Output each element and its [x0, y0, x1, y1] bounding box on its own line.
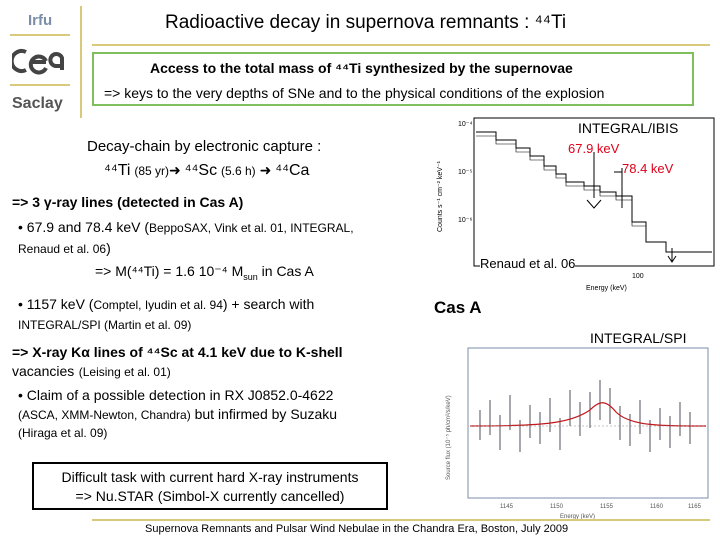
source-label: Cas A [434, 298, 482, 317]
bullet-citation: (ASCA, XMM-Newton, Chandra) [18, 408, 191, 422]
svg-text:Energy (keV): Energy (keV) [560, 514, 595, 520]
svg-text:10⁻⁵: 10⁻⁵ [458, 169, 472, 176]
svg-text:1165: 1165 [688, 504, 702, 510]
key-point-line2: => keys to the very depths of SNe and to… [104, 85, 605, 101]
key-point-box [92, 52, 694, 106]
divider-footer [92, 519, 710, 521]
mass-text: => M(⁴⁴Ti) = 1.6 10⁻⁴ M [95, 263, 244, 279]
chain-sc-halflife: (5.6 h) [220, 164, 256, 178]
svg-text:Energy (keV): Energy (keV) [586, 285, 627, 292]
decay-chain: ⁴⁴Ti (85 yr)➜ ⁴⁴Sc (5.6 h) ➜ ⁴⁴Ca [104, 162, 309, 180]
ibis-label: INTEGRAL/IBIS [578, 120, 679, 136]
svg-text:1150: 1150 [550, 504, 564, 510]
bullet-text: ) + search with [222, 296, 315, 312]
arrow-icon: ➜ [169, 162, 181, 178]
svg-text:Counts s⁻¹ cm⁻² keV⁻¹: Counts s⁻¹ cm⁻² keV⁻¹ [437, 160, 444, 232]
svg-text:Source flux (10⁻⁵ ph/cm²/s/keV: Source flux (10⁻⁵ ph/cm²/s/keV) [445, 395, 452, 480]
bullet-citation: Renaud et al. 06 [18, 242, 107, 256]
bullet-text: • 67.9 and 78.4 keV ( [18, 219, 149, 235]
svg-text:100: 100 [632, 273, 644, 280]
chain-ti: ⁴⁴Ti [104, 162, 131, 179]
chain-sc: ⁴⁴Sc [184, 162, 218, 179]
xray-citation: (Leising et al. 01) [78, 365, 171, 379]
divider-mid-left [10, 84, 70, 86]
cea-logo-icon [12, 49, 64, 75]
svg-text:1155: 1155 [600, 504, 614, 510]
spi-label: INTEGRAL/SPI [590, 330, 687, 346]
conclusion-line1: Difficult task with current hard X-ray i… [61, 469, 359, 485]
bullet-citation: Comptel, Iyudin et al. 94 [93, 298, 223, 312]
decay-heading: Decay-chain by electronic capture : [87, 138, 322, 155]
conclusion-box: Difficult task with current hard X-ray i… [32, 462, 388, 510]
xray-bullet: • Claim of a possible detection in RX J0… [18, 386, 438, 442]
xray-heading-text: => X-ray Kα lines of ⁴⁴Sc at 4.1 keV due… [12, 344, 343, 360]
footer-text: Supernova Remnants and Pulsar Wind Nebul… [145, 523, 569, 535]
ibis-spectrum-plot: 10⁻⁴ 10⁻⁵ 10⁻⁶ 100 Energy (keV) Counts s… [437, 117, 715, 292]
org-label: Irfu [28, 12, 53, 29]
mass-result: => M(⁴⁴Ti) = 1.6 10⁻⁴ Msun in Cas A [95, 263, 314, 282]
energy-label-784: 78.4 keV [622, 161, 674, 176]
chain-ti-halflife: (85 yr) [134, 164, 170, 178]
mass-text-end: in Cas A [257, 263, 314, 279]
svg-text:1160: 1160 [650, 504, 664, 510]
divider-top-left [10, 34, 70, 36]
mass-subscript: sun [243, 271, 258, 282]
svg-text:10⁻⁶: 10⁻⁶ [458, 217, 472, 224]
divider-title [92, 44, 710, 46]
bullet-text: ) [106, 240, 111, 256]
bullet-citation: INTEGRAL/SPI (Martin et al. 09) [18, 318, 192, 332]
divider-vertical [80, 6, 82, 118]
xray-heading-text-2: vacancies [12, 363, 75, 379]
bullet-text: • Claim of a possible detection in RX J0… [18, 387, 334, 403]
conclusion-line2: => Nu.STAR (Simbol-X currently cancelled… [75, 488, 345, 504]
arrow-icon: ➜ [259, 162, 272, 178]
svg-text:1145: 1145 [500, 504, 514, 510]
key-point-line1: Access to the total mass of ⁴⁴Ti synthes… [150, 60, 573, 76]
lab-label: Saclay [12, 95, 63, 112]
bullet-citation: (Hiraga et al. 09) [18, 426, 108, 440]
energy-label-679: 67.9 keV [568, 141, 620, 156]
chain-ca: ⁴⁴Ca [275, 162, 310, 179]
page-title: Radioactive decay in supernova remnants … [165, 12, 567, 33]
ibis-citation: Renaud et al. 06 [480, 256, 576, 271]
spi-spectrum-plot: 1145 1150 1155 1160 1165 Energy (keV) So… [445, 347, 709, 520]
bullet-text: but infirmed by Suzaku [190, 406, 338, 422]
bullet-text: • 1157 keV ( [18, 296, 94, 312]
gamma-bullet-2: • 1157 keV (Comptel, Iyudin et al. 94) +… [18, 294, 418, 335]
gamma-heading: => 3 γ-ray lines (detected in Cas A) [12, 194, 244, 210]
svg-text:10⁻⁴: 10⁻⁴ [458, 121, 473, 128]
xray-heading: => X-ray Kα lines of ⁴⁴Sc at 4.1 keV due… [12, 343, 432, 382]
gamma-bullet-1: • 67.9 and 78.4 keV (BeppoSAX, Vink et a… [18, 217, 428, 259]
bullet-citation: BeppoSAX, Vink et al. 01, INTEGRAL, [149, 221, 354, 235]
